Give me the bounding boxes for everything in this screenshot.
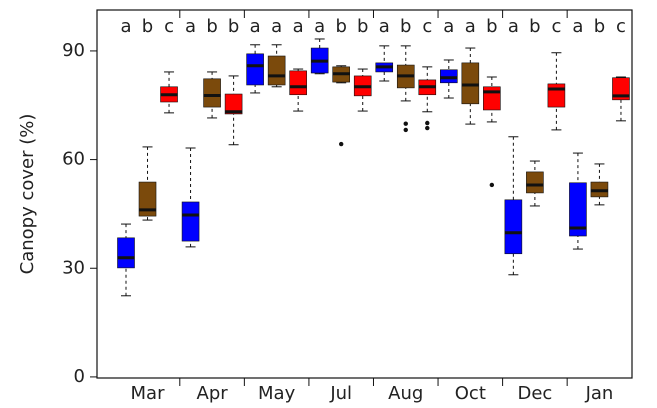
significance-letter: a <box>120 16 131 37</box>
box-plot <box>418 66 437 131</box>
x-tick-label: Apr <box>197 383 229 404</box>
box-plot <box>117 223 135 297</box>
box-plot <box>547 52 566 131</box>
box-plot <box>181 147 200 248</box>
significance-letter: b <box>335 16 346 37</box>
box <box>117 237 135 269</box>
y-tick-label: 0 <box>74 366 85 387</box>
box-plot <box>332 65 351 147</box>
plot-frame <box>96 9 633 379</box>
x-tick-label: May <box>258 383 296 404</box>
y-axis-label: Canopy cover (%) <box>17 114 38 275</box>
box <box>289 70 307 96</box>
box-plot <box>224 75 243 146</box>
outlier <box>403 121 408 126</box>
box <box>504 199 523 255</box>
significance-letter: c <box>164 16 174 37</box>
x-tick-label: Aug <box>388 383 423 404</box>
box-plot <box>526 160 544 207</box>
significance-letter: a <box>572 16 583 37</box>
x-tick-label: Jan <box>585 383 614 404</box>
outlier <box>403 127 408 133</box>
box <box>138 181 157 217</box>
significance-letter: b <box>357 16 368 37</box>
box <box>246 53 264 86</box>
significance-letter: a <box>379 16 390 37</box>
y-tick-label: 90 <box>62 40 85 61</box>
significance-letter: a <box>508 16 519 37</box>
significance-letter: b <box>400 16 411 37</box>
significance-letter: c <box>616 16 626 37</box>
box <box>526 171 544 194</box>
significance-letter: b <box>486 16 497 37</box>
box-plot <box>590 163 609 206</box>
significance-letter: c <box>422 16 432 37</box>
significance-letter: a <box>314 16 325 37</box>
box <box>483 86 501 111</box>
x-tick-label: Jul <box>329 383 352 404</box>
significance-letter: b <box>228 16 239 37</box>
box-plot <box>439 59 458 99</box>
box-plot <box>203 71 221 119</box>
x-tick-label: Dec <box>517 383 552 404</box>
box-plot <box>267 44 286 88</box>
significance-letter: b <box>142 16 153 37</box>
box-plot <box>483 76 501 188</box>
box-plot <box>569 152 587 250</box>
box-plot <box>160 71 178 114</box>
box-plot <box>138 146 157 221</box>
box-plot <box>504 136 523 276</box>
box-plot <box>310 38 329 75</box>
outlier <box>339 141 344 147</box>
box-plot <box>246 44 264 94</box>
box <box>461 62 480 105</box>
significance-letter: a <box>443 16 454 37</box>
box <box>224 93 243 115</box>
box-plot <box>461 47 480 125</box>
significance-letter: b <box>206 16 217 37</box>
box-plot <box>289 68 307 112</box>
significance-letter: c <box>551 16 561 37</box>
y-tick-label: 30 <box>62 257 85 278</box>
significance-letter: b <box>594 16 605 37</box>
significance-letter: a <box>185 16 196 37</box>
outlier <box>425 125 430 131</box>
significance-letter: a <box>465 16 476 37</box>
significance-letter: a <box>293 16 304 37</box>
significance-letter: b <box>529 16 540 37</box>
box <box>612 77 630 101</box>
box-plot <box>396 45 415 133</box>
box-plot <box>612 76 630 122</box>
x-tick-label: Mar <box>131 383 166 404</box>
x-tick-label: Oct <box>455 383 486 404</box>
y-tick-label: 60 <box>62 149 85 170</box>
box <box>569 182 587 237</box>
box <box>267 55 286 86</box>
box <box>547 83 566 108</box>
box-plot <box>353 68 372 112</box>
box <box>181 201 200 242</box>
outlier <box>425 120 430 126</box>
outlier <box>489 182 495 188</box>
significance-letter: a <box>250 16 261 37</box>
box <box>203 78 221 108</box>
significance-letter: a <box>271 16 282 37</box>
box-plot <box>375 45 394 82</box>
